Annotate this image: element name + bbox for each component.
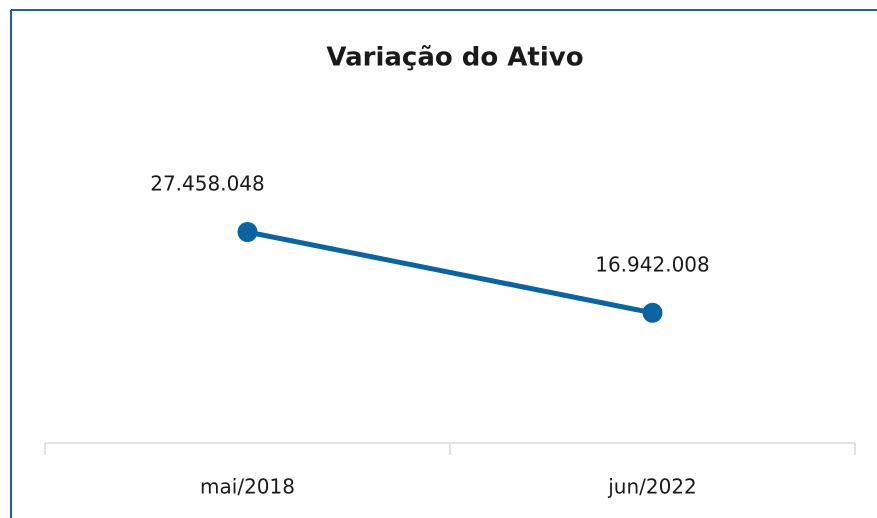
chart-title: Variação do Ativo bbox=[326, 43, 583, 73]
point bbox=[642, 302, 663, 323]
point bbox=[237, 222, 258, 242]
x-tick-label: mai/2018 bbox=[200, 475, 295, 499]
x-tick-label: jun/2022 bbox=[607, 475, 697, 499]
data-label: 27.458.048 bbox=[150, 172, 265, 196]
data-label: 16.942.008 bbox=[595, 252, 710, 276]
series-line bbox=[247, 229, 653, 316]
